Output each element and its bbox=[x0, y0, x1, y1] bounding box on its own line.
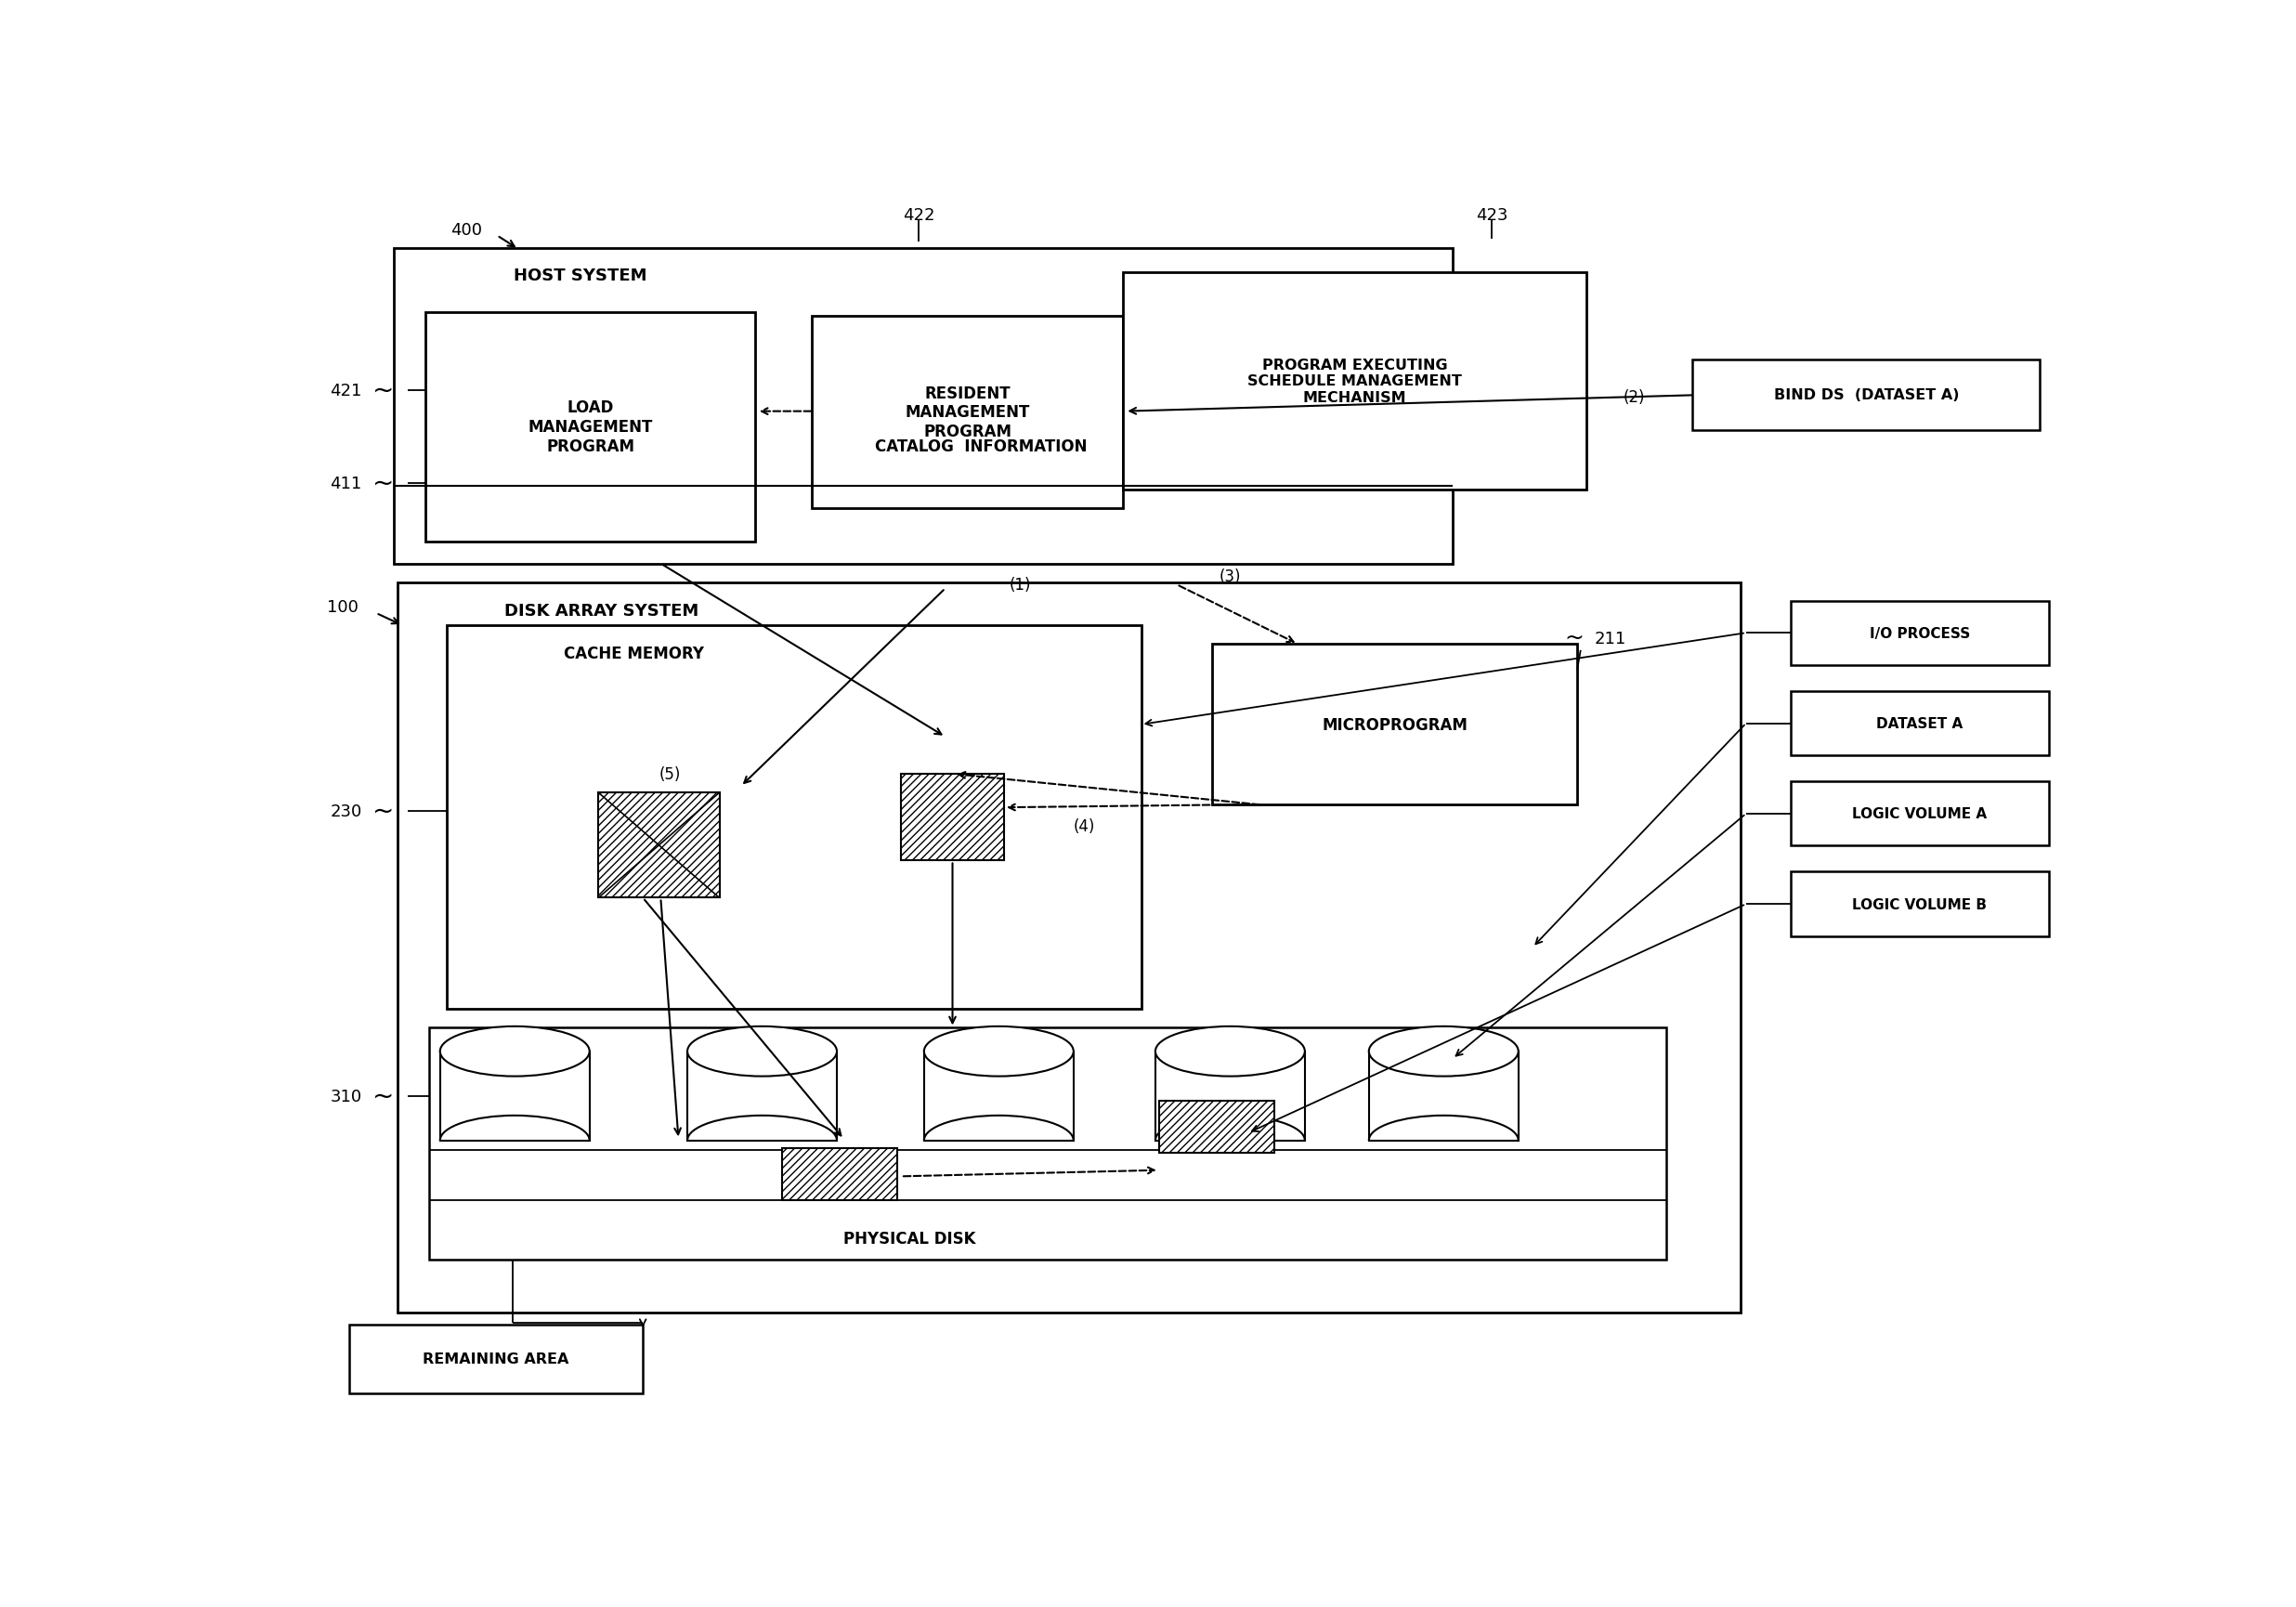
Ellipse shape bbox=[1368, 1027, 1518, 1077]
Text: LOGIC VOLUME A: LOGIC VOLUME A bbox=[1853, 807, 1986, 821]
Text: ~: ~ bbox=[372, 799, 395, 824]
Bar bbox=[1692, 360, 2039, 431]
Text: 421: 421 bbox=[331, 382, 363, 399]
Bar bbox=[395, 249, 1453, 564]
Bar bbox=[1155, 1051, 1304, 1141]
Text: CATALOG  INFORMATION: CATALOG INFORMATION bbox=[875, 439, 1086, 455]
Bar bbox=[923, 1051, 1075, 1141]
Bar bbox=[425, 313, 755, 542]
Text: REMAINING AREA: REMAINING AREA bbox=[422, 1351, 569, 1366]
Text: 422: 422 bbox=[902, 207, 934, 223]
Text: 310: 310 bbox=[331, 1088, 363, 1104]
Bar bbox=[1368, 1051, 1518, 1141]
Bar bbox=[397, 583, 1740, 1313]
Bar bbox=[441, 1051, 590, 1141]
Text: PHYSICAL DISK: PHYSICAL DISK bbox=[843, 1229, 976, 1247]
Ellipse shape bbox=[1155, 1027, 1304, 1077]
Text: I/O PROCESS: I/O PROCESS bbox=[1869, 627, 1970, 640]
Text: LOAD
MANAGEMENT
PROGRAM: LOAD MANAGEMENT PROGRAM bbox=[528, 400, 652, 455]
Bar bbox=[813, 317, 1123, 508]
Text: 411: 411 bbox=[331, 476, 363, 492]
Bar bbox=[781, 1147, 898, 1200]
Text: ~: ~ bbox=[372, 378, 395, 403]
Bar bbox=[1791, 873, 2048, 937]
Text: CACHE MEMORY: CACHE MEMORY bbox=[565, 644, 705, 662]
Bar bbox=[900, 775, 1003, 861]
Bar bbox=[1212, 644, 1577, 805]
Text: (2): (2) bbox=[1623, 389, 1644, 405]
Bar bbox=[429, 1028, 1667, 1260]
Text: (1): (1) bbox=[1010, 577, 1031, 593]
Ellipse shape bbox=[687, 1027, 836, 1077]
Bar bbox=[599, 792, 719, 898]
Text: ~: ~ bbox=[372, 471, 395, 497]
Text: BIND DS  (DATASET A): BIND DS (DATASET A) bbox=[1773, 389, 1958, 402]
Text: HOST SYSTEM: HOST SYSTEM bbox=[514, 267, 647, 284]
Text: (5): (5) bbox=[659, 767, 680, 783]
Text: RESIDENT
MANAGEMENT
PROGRAM: RESIDENT MANAGEMENT PROGRAM bbox=[905, 384, 1031, 440]
Text: DISK ARRAY SYSTEM: DISK ARRAY SYSTEM bbox=[505, 603, 698, 619]
Text: 400: 400 bbox=[450, 222, 482, 238]
Text: ~: ~ bbox=[1566, 625, 1584, 648]
Text: 211: 211 bbox=[1596, 630, 1626, 646]
Text: DATASET A: DATASET A bbox=[1876, 717, 1963, 731]
Bar bbox=[1791, 691, 2048, 755]
Bar bbox=[1791, 601, 2048, 665]
Text: (3): (3) bbox=[1219, 569, 1242, 585]
Ellipse shape bbox=[441, 1027, 590, 1077]
Bar bbox=[687, 1051, 836, 1141]
Text: ~: ~ bbox=[372, 1083, 395, 1109]
Text: (4): (4) bbox=[1072, 818, 1095, 834]
Text: 423: 423 bbox=[1476, 207, 1508, 223]
Bar bbox=[1159, 1101, 1274, 1154]
Bar bbox=[349, 1326, 643, 1393]
Text: LOGIC VOLUME B: LOGIC VOLUME B bbox=[1853, 897, 1986, 911]
Text: 230: 230 bbox=[331, 804, 363, 820]
Bar bbox=[448, 625, 1141, 1009]
Ellipse shape bbox=[923, 1027, 1075, 1077]
Text: MICROPROGRAM: MICROPROGRAM bbox=[1322, 717, 1467, 733]
Bar bbox=[1123, 273, 1587, 490]
Text: PROGRAM EXECUTING
SCHEDULE MANAGEMENT
MECHANISM: PROGRAM EXECUTING SCHEDULE MANAGEMENT ME… bbox=[1247, 358, 1463, 405]
Text: 100: 100 bbox=[326, 599, 358, 615]
Bar bbox=[1791, 783, 2048, 847]
